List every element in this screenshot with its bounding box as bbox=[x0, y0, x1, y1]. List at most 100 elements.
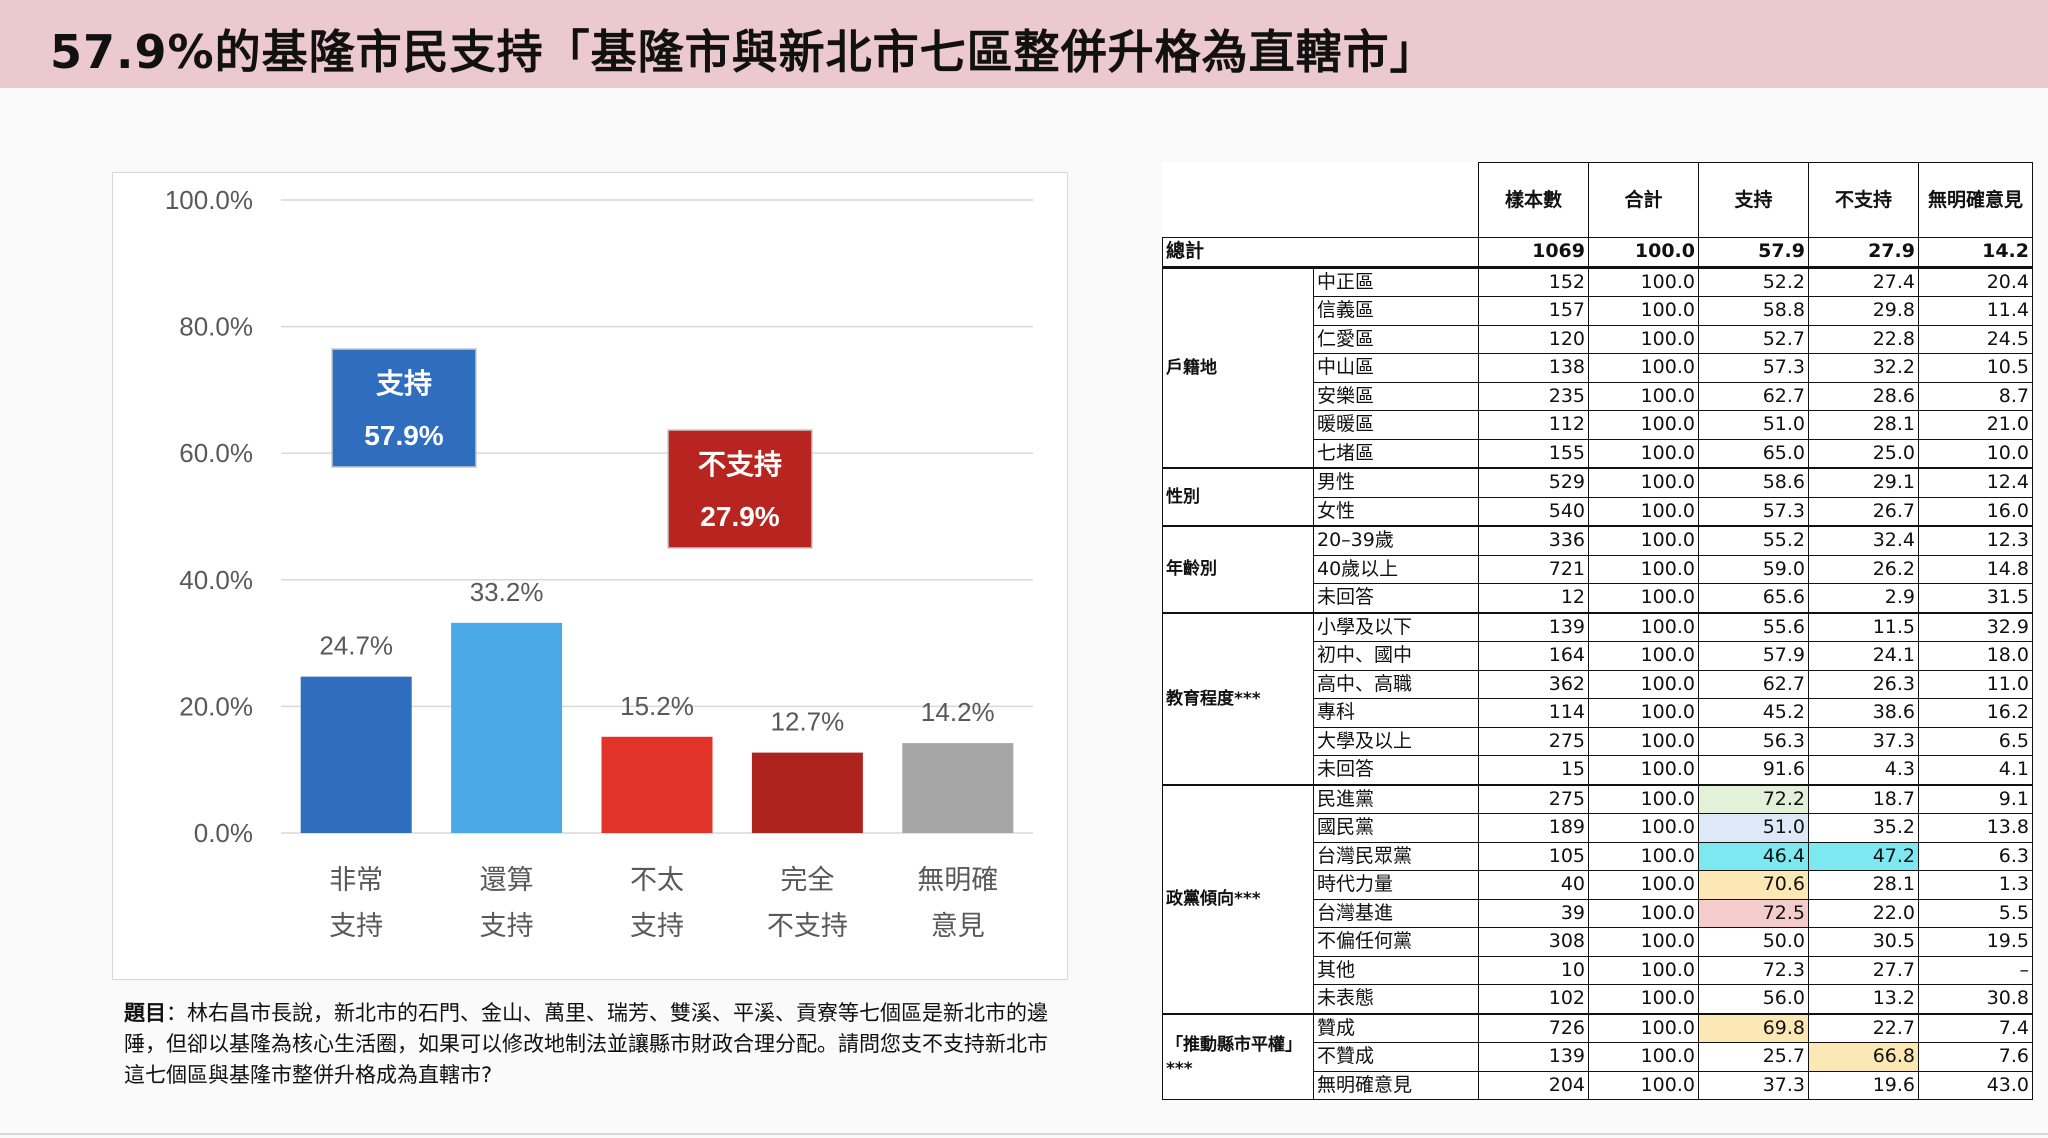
question-text: ：林右昌市長說，新北市的石門、金山、萬里、瑞芳、雙溪、平溪、貢寮等七個區是新北市… bbox=[124, 1001, 1048, 1087]
table-cell: 11.5 bbox=[1808, 611, 1919, 642]
table-row: 無明確意見 204 100.0 37.3 19.6 43.0 bbox=[1163, 1070, 2033, 1100]
table-cell: 100.0 bbox=[1588, 984, 1699, 1014]
table-cell: 56.0 bbox=[1698, 984, 1809, 1014]
row-label: 時代力量 bbox=[1313, 870, 1479, 900]
table-cell: 100.0 bbox=[1588, 525, 1699, 556]
row-label: 專科 bbox=[1313, 698, 1479, 728]
row-label: 台灣基進 bbox=[1313, 898, 1479, 928]
row-label: 中正區 bbox=[1313, 266, 1479, 297]
table-cell: 13.2 bbox=[1808, 984, 1919, 1014]
table-row: 安樂區 235 100.0 62.7 28.6 8.7 bbox=[1163, 381, 2033, 411]
row-label: 女性 bbox=[1313, 496, 1479, 527]
table-cell: 22.8 bbox=[1808, 324, 1919, 354]
header-total: 合計 bbox=[1588, 162, 1699, 238]
table-cell: 21.0 bbox=[1918, 410, 2033, 440]
page-title: 57.9%的基隆市民支持「基隆市與新北市七區整併升格為直轄市」 bbox=[50, 25, 1437, 79]
table-cell: 69.8 bbox=[1698, 1012, 1809, 1043]
row-label: 其他 bbox=[1313, 955, 1479, 985]
table-cell: 45.2 bbox=[1698, 698, 1809, 728]
table-cell: 14.2 bbox=[1918, 237, 2033, 269]
header-support: 支持 bbox=[1698, 162, 1809, 238]
x-tick-label: 支持 bbox=[329, 911, 383, 942]
table-cell: 37.3 bbox=[1808, 726, 1919, 756]
table-cell: 100.0 bbox=[1588, 410, 1699, 440]
question-label: 題目 bbox=[124, 1001, 166, 1025]
table-cell: 4.1 bbox=[1918, 755, 2033, 785]
table-row: 未回答 12 100.0 65.6 2.9 31.5 bbox=[1163, 583, 2033, 613]
table-cell: 157 bbox=[1478, 296, 1589, 326]
bar bbox=[451, 622, 563, 833]
summary-label: 不支持 bbox=[698, 448, 782, 481]
table-cell: 1069 bbox=[1478, 237, 1589, 269]
table-row: 信義區 157 100.0 58.8 29.8 11.4 bbox=[1163, 296, 2033, 326]
table-cell: 15 bbox=[1478, 755, 1589, 785]
row-label: 小學及以下 bbox=[1313, 611, 1479, 642]
table-cell: 120 bbox=[1478, 324, 1589, 354]
chart-panel: 0.0% 20.0% 40.0% 60.0% 80.0% 100.0% 24.7% 非常 支持 3… bbox=[112, 172, 1068, 980]
table-cell: 100.0 bbox=[1588, 1042, 1699, 1072]
table-cell: 57.9 bbox=[1698, 641, 1809, 671]
row-label: 中山區 bbox=[1313, 353, 1479, 383]
y-tick-label: 80.0% bbox=[179, 312, 253, 342]
table-row-total: 總計 1069 100.0 57.9 27.9 14.2 bbox=[1162, 237, 2033, 269]
x-tick-label: 支持 bbox=[630, 911, 684, 942]
table-cell: 5.5 bbox=[1918, 898, 2033, 928]
table-cell: 70.6 bbox=[1698, 870, 1809, 900]
group-label: 戶籍地 bbox=[1162, 266, 1314, 469]
table-cell: 47.2 bbox=[1808, 841, 1919, 871]
table-corner bbox=[1162, 162, 1479, 238]
table-cell: 275 bbox=[1478, 783, 1589, 814]
table-cell: 55.2 bbox=[1698, 525, 1809, 556]
table-cell: 30.8 bbox=[1918, 984, 2033, 1014]
table-cell: 28.1 bbox=[1808, 870, 1919, 900]
group-label: 教育程度*** bbox=[1162, 611, 1314, 785]
table-cell: 26.3 bbox=[1808, 669, 1919, 699]
row-label: 安樂區 bbox=[1313, 381, 1479, 411]
table-cell: 100.0 bbox=[1588, 324, 1699, 354]
table-row: 仁愛區 120 100.0 52.7 22.8 24.5 bbox=[1163, 324, 2033, 354]
table-cell: 100.0 bbox=[1588, 898, 1699, 928]
table-cell: 26.7 bbox=[1808, 496, 1919, 527]
row-label: 20–39歲 bbox=[1313, 525, 1479, 556]
table-cell: 10.0 bbox=[1918, 438, 2033, 469]
table-cell: 152 bbox=[1478, 266, 1589, 297]
table-cell: 32.4 bbox=[1808, 525, 1919, 556]
bar-value-label: 15.2% bbox=[620, 691, 694, 721]
header-sample: 樣本數 bbox=[1478, 162, 1589, 238]
table-cell: 12.3 bbox=[1918, 525, 2033, 556]
bar-value-label: 24.7% bbox=[319, 631, 393, 661]
table-cell: 57.3 bbox=[1698, 353, 1809, 383]
table-row: 台灣民眾黨 105 100.0 46.4 47.2 6.3 bbox=[1163, 841, 2033, 871]
row-label: 初中、國中 bbox=[1313, 641, 1479, 671]
table-cell: 4.3 bbox=[1808, 755, 1919, 785]
table-cell: 22.0 bbox=[1808, 898, 1919, 928]
table-cell: 100.0 bbox=[1588, 641, 1699, 671]
x-tick-label: 意見 bbox=[931, 911, 985, 942]
table-cell: 102 bbox=[1478, 984, 1589, 1014]
table-cell: 38.6 bbox=[1808, 698, 1919, 728]
table-row: 國民黨 189 100.0 51.0 35.2 13.8 bbox=[1163, 813, 2033, 843]
summary-label: 支持 bbox=[376, 367, 432, 400]
row-label: 無明確意見 bbox=[1313, 1070, 1479, 1100]
table-row: 40歲以上 721 100.0 59.0 26.2 14.8 bbox=[1163, 554, 2033, 584]
table-cell: 105 bbox=[1478, 841, 1589, 871]
x-tick-label: 不太 bbox=[630, 865, 684, 896]
table-row: 政黨傾向*** 民進黨 275 100.0 72.2 18.7 9.1 bbox=[1162, 783, 2033, 1014]
y-tick-label: 20.0% bbox=[179, 691, 253, 721]
table-cell: 138 bbox=[1478, 353, 1589, 383]
header-no-opinion: 無明確意見 bbox=[1918, 162, 2033, 238]
crosstab-table: 樣本數 合計 支持 不支持 無明確意見 總計 1069 100.0 57.9 27.9 1… bbox=[1162, 162, 2033, 1100]
table-cell: 540 bbox=[1478, 496, 1589, 527]
table-cell: 46.4 bbox=[1698, 841, 1809, 871]
y-tick-label: 40.0% bbox=[179, 565, 253, 595]
table-cell: 189 bbox=[1478, 813, 1589, 843]
table-cell: 100.0 bbox=[1588, 755, 1699, 785]
table-cell: 7.6 bbox=[1918, 1042, 2033, 1072]
table-cell: 16.0 bbox=[1918, 496, 2033, 527]
question-note: 題目：林右昌市長說，新北市的石門、金山、萬里、瑞芳、雙溪、平溪、貢寮等七個區是新… bbox=[124, 998, 1064, 1091]
group-label: 政黨傾向*** bbox=[1162, 783, 1314, 1014]
table-cell: 56.3 bbox=[1698, 726, 1809, 756]
summary-box bbox=[667, 429, 813, 549]
table-cell: 59.0 bbox=[1698, 554, 1809, 584]
table-cell: 24.5 bbox=[1918, 324, 2033, 354]
